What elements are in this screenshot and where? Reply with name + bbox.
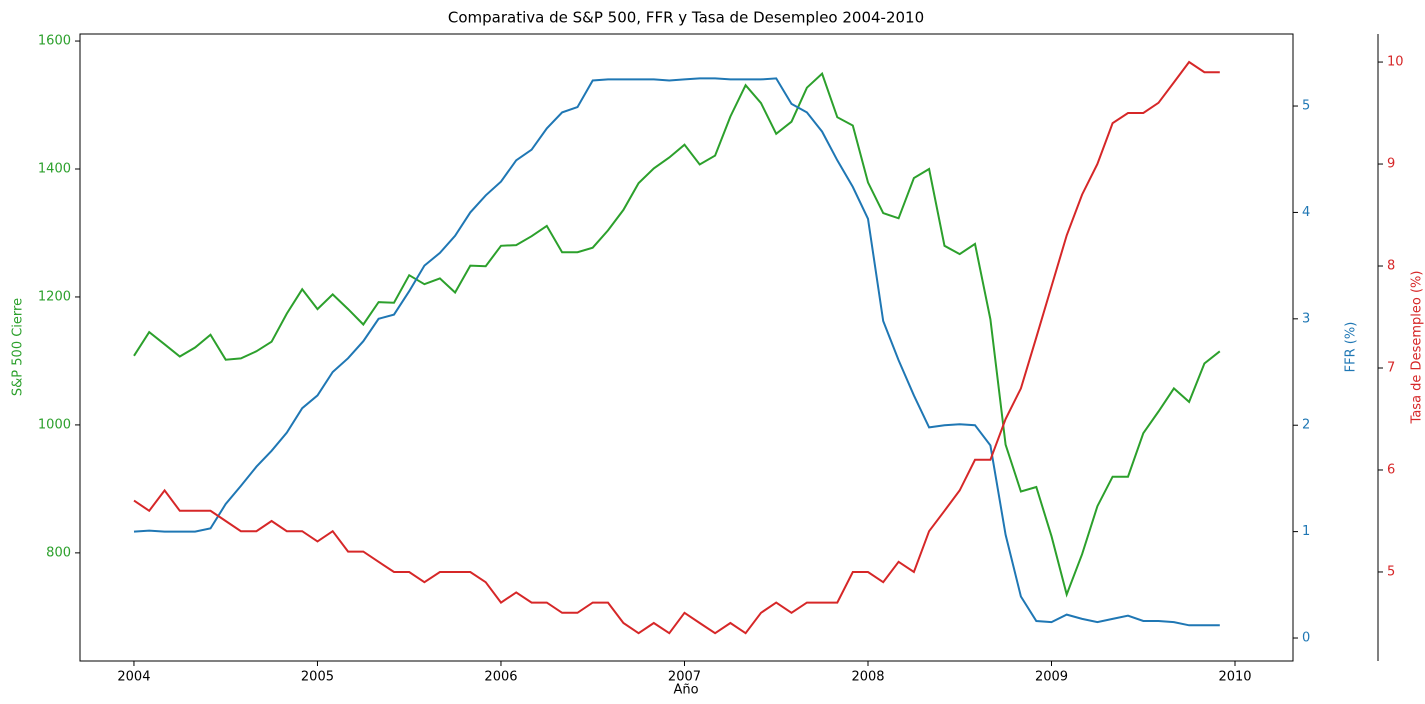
series-line — [133, 60, 1220, 635]
y3-tick-label: 8 — [1387, 259, 1395, 274]
y2-tick-label: 1 — [1302, 524, 1310, 539]
y-tick-label: 800 — [46, 545, 71, 560]
y3-tick-label: 7 — [1387, 360, 1395, 375]
x-tick-label: 2008 — [851, 670, 884, 685]
y3-axis-label: Tasa de Desempleo (%) — [1410, 271, 1425, 425]
y2-tick-label: 3 — [1302, 311, 1310, 326]
y3-tick-label: 5 — [1387, 564, 1395, 579]
y3-tick-label: 6 — [1387, 462, 1395, 477]
y-tick-label: 1400 — [38, 161, 71, 176]
x-tick-label: 2009 — [1035, 670, 1068, 685]
y2-tick-label: 5 — [1302, 99, 1310, 114]
x-tick-label: 2005 — [301, 670, 334, 685]
y-tick-label: 1600 — [38, 34, 71, 49]
y3-tick-label: 9 — [1387, 157, 1395, 172]
y3-tick-label: 10 — [1387, 55, 1404, 70]
series-line — [133, 71, 1221, 598]
y-axis-label: S&P 500 Cierre — [11, 298, 26, 396]
x-tick-label: 2010 — [1218, 670, 1251, 685]
y-tick-label: 1000 — [38, 417, 71, 432]
y2-tick-label: 2 — [1302, 418, 1310, 433]
y-tick-label: 1200 — [38, 289, 71, 304]
x-tick-label: 2006 — [484, 670, 517, 685]
x-tick-label: 2004 — [117, 670, 150, 685]
y2-axis-label: FFR (%) — [1344, 322, 1359, 373]
x-tick-label: 2007 — [668, 670, 701, 685]
x-axis-label: Año — [673, 683, 698, 698]
plot-frame — [79, 33, 1294, 662]
series-line — [133, 77, 1220, 627]
y2-tick-label: 4 — [1302, 205, 1310, 220]
y2-tick-label: 0 — [1302, 631, 1310, 646]
chart-title: Comparativa de S&P 500, FFR y Tasa de De… — [448, 9, 924, 27]
